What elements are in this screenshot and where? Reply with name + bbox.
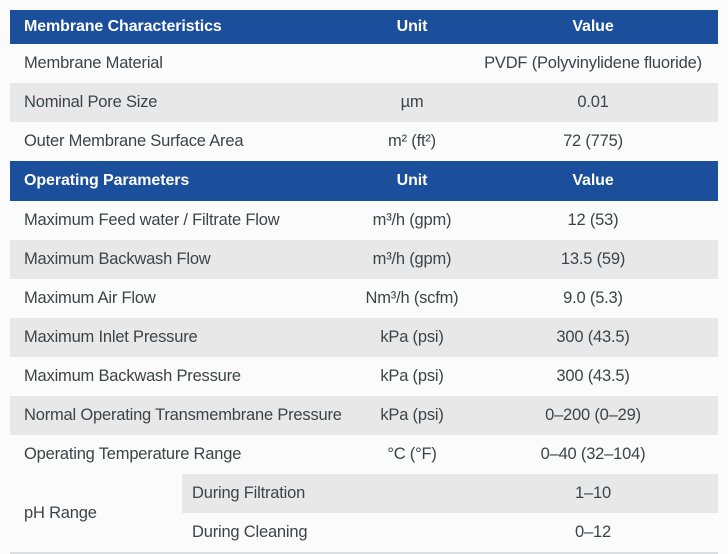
table-bottom-rule — [10, 552, 718, 554]
row-value: 1–10 — [575, 484, 611, 502]
row-value: 13.5 (59) — [560, 250, 626, 268]
row-unit: °C (°F) — [387, 445, 437, 463]
table-row: Maximum Feed water / Filtrate Flow m³/h … — [10, 201, 718, 240]
column-header-unit: Unit — [396, 172, 428, 189]
section-title: Membrane Characteristics — [24, 18, 222, 35]
table-row: Normal Operating Transmembrane Pressure … — [10, 396, 718, 435]
row-unit: kPa (psi) — [380, 406, 444, 424]
row-unit: Nm³/h (scfm) — [365, 289, 459, 307]
row-label: Membrane Material — [24, 54, 163, 72]
row-label: Outer Membrane Surface Area — [24, 132, 244, 150]
row-value: 0–12 — [575, 523, 611, 541]
row-value: PVDF (Polyvinylidene fluoride) — [484, 54, 702, 72]
row-label: Nominal Pore Size — [24, 93, 158, 111]
row-value: 300 (43.5) — [556, 367, 630, 385]
table-row: Maximum Backwash Pressure kPa (psi) 300 … — [10, 357, 718, 396]
section-header-membrane-characteristics: Membrane Characteristics Unit Value — [10, 10, 718, 44]
ph-range-subrows: During Filtration 1–10 During Cleaning 0… — [182, 474, 718, 552]
row-unit: kPa (psi) — [380, 328, 444, 346]
row-label: Maximum Inlet Pressure — [24, 328, 198, 346]
ph-range-group: pH Range During Filtration 1–10 During C… — [10, 474, 718, 552]
row-label: Maximum Air Flow — [24, 289, 156, 307]
row-value: 0–40 (32–104) — [540, 445, 646, 463]
ph-range-label: pH Range — [24, 503, 97, 522]
row-value: 0.01 — [577, 93, 609, 111]
row-unit: m³/h (gpm) — [372, 250, 452, 268]
table-row: Nominal Pore Size µm 0.01 — [10, 83, 718, 122]
table-row: Maximum Inlet Pressure kPa (psi) 300 (43… — [10, 318, 718, 357]
row-label: During Cleaning — [192, 523, 308, 541]
row-label: During Filtration — [192, 484, 306, 502]
table-row: Operating Temperature Range °C (°F) 0–40… — [10, 435, 718, 474]
row-unit: µm — [400, 93, 424, 111]
table-row: Maximum Air Flow Nm³/h (scfm) 9.0 (5.3) — [10, 279, 718, 318]
section-title: Operating Parameters — [24, 172, 190, 189]
row-label: Normal Operating Transmembrane Pressure — [24, 406, 342, 424]
row-value: 9.0 (5.3) — [563, 289, 623, 307]
column-header-unit: Unit — [396, 18, 428, 35]
row-unit: m³/h (gpm) — [372, 211, 452, 229]
table-row: During Filtration 1–10 — [182, 474, 718, 513]
row-unit: kPa (psi) — [380, 367, 444, 385]
column-header-value: Value — [572, 18, 614, 35]
row-value: 300 (43.5) — [556, 328, 630, 346]
table-row: Maximum Backwash Flow m³/h (gpm) 13.5 (5… — [10, 240, 718, 279]
table-row: Membrane Material PVDF (Polyvinylidene f… — [10, 44, 718, 83]
column-header-value: Value — [572, 172, 614, 189]
specification-table: Membrane Characteristics Unit Value Memb… — [10, 10, 718, 554]
row-label: Operating Temperature Range — [24, 445, 242, 463]
table-row: Outer Membrane Surface Area m² (ft²) 72 … — [10, 122, 718, 161]
section-header-operating-parameters: Operating Parameters Unit Value — [10, 161, 718, 201]
row-value: 0–200 (0–29) — [545, 406, 641, 424]
row-label: Maximum Backwash Pressure — [24, 367, 241, 385]
row-value: 72 (775) — [563, 132, 623, 150]
row-unit: m² (ft²) — [388, 132, 436, 150]
row-label: Maximum Feed water / Filtrate Flow — [24, 211, 280, 229]
table-row: During Cleaning 0–12 — [182, 513, 718, 552]
row-label: Maximum Backwash Flow — [24, 250, 211, 268]
row-value: 12 (53) — [567, 211, 619, 229]
